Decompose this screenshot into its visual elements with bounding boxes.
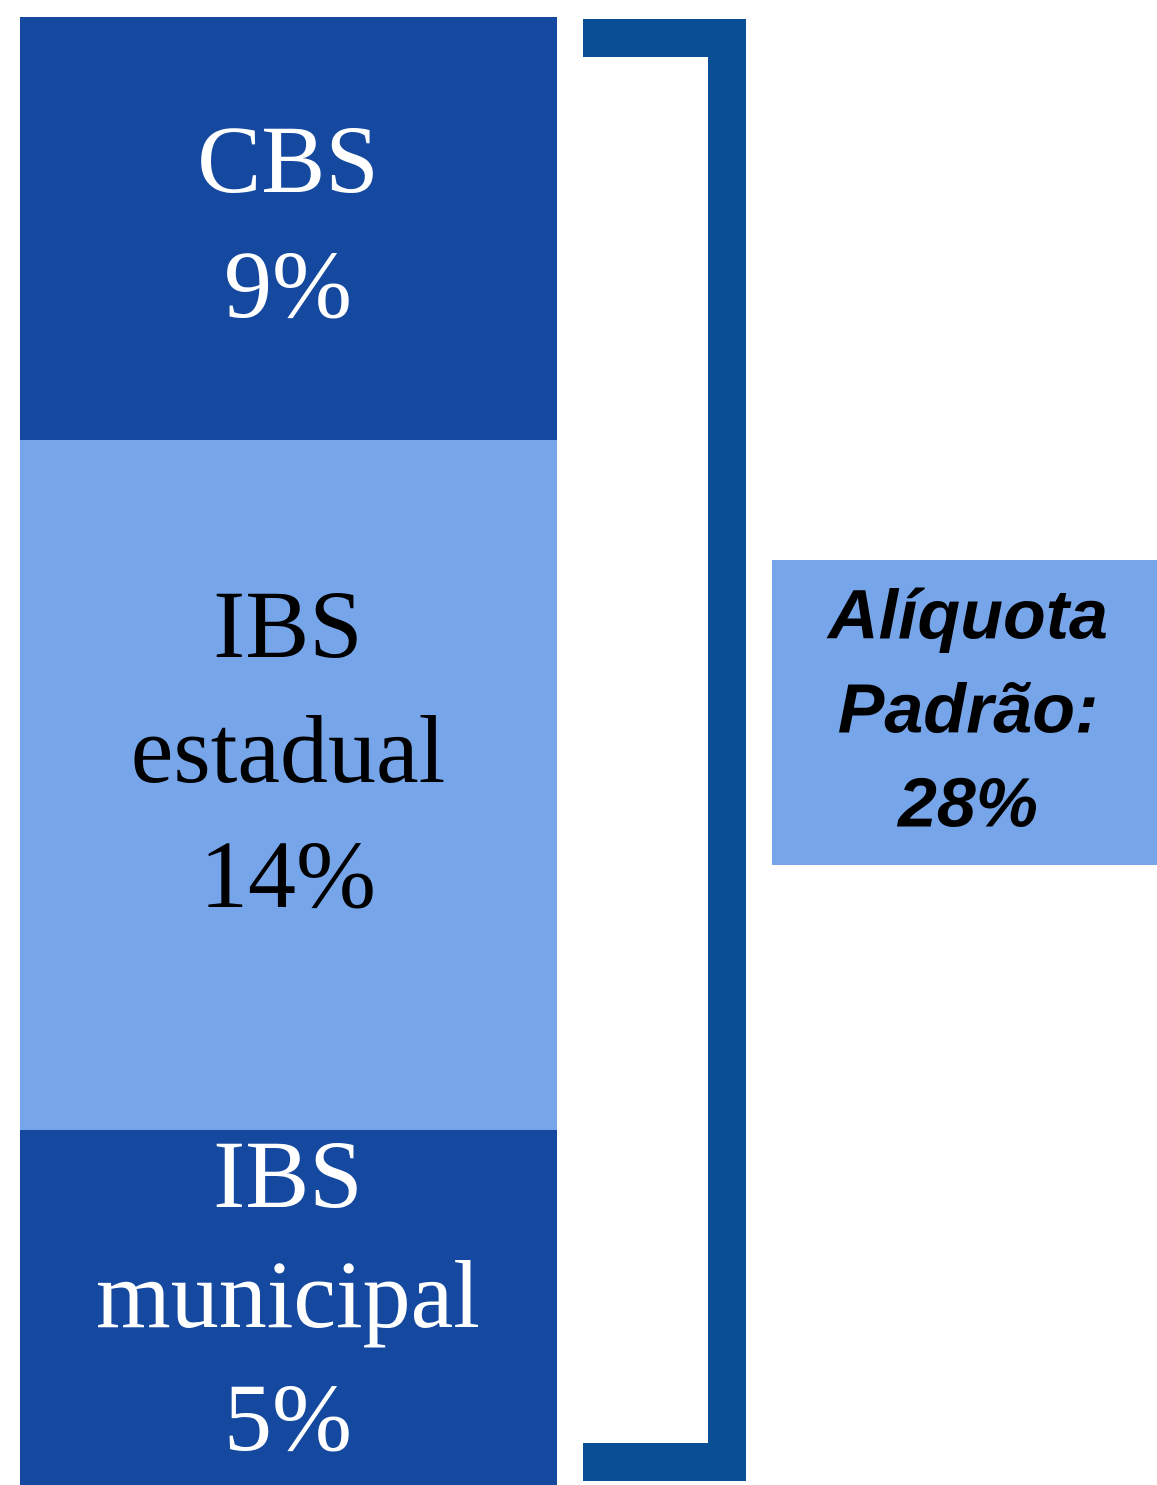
callout-label: 28%: [896, 763, 1038, 841]
callout-label: Padrão:: [838, 669, 1099, 747]
block-label: 9%: [224, 231, 352, 338]
block-label: estadual: [131, 696, 446, 803]
block-label: 14%: [200, 821, 376, 928]
ibs-estadual-block: [20, 440, 557, 1130]
block-label: IBS: [213, 1121, 362, 1228]
bracket: [583, 19, 746, 1481]
block-label: 5%: [224, 1364, 352, 1471]
block-label: IBS: [213, 571, 362, 678]
block-label: CBS: [197, 106, 378, 213]
callout-label: Alíquota: [826, 575, 1108, 653]
cbs-block: [20, 17, 557, 440]
callout-box: [772, 560, 1157, 865]
block-label: municipal: [96, 1241, 480, 1348]
ibs-municipal-block: [20, 1130, 557, 1485]
